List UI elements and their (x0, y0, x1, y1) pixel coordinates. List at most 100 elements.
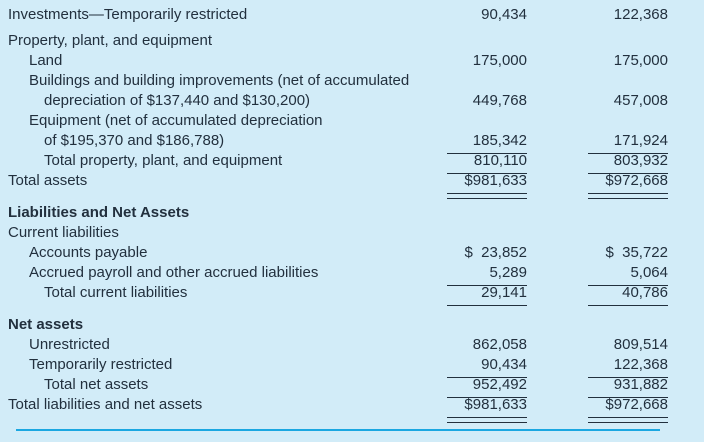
amount-value: $972,668 (588, 395, 668, 423)
row-label: Equipment (net of accumulated depreciati… (8, 111, 386, 151)
amount-col1: 185,342 (439, 131, 527, 154)
amount-col1: 175,000 (439, 51, 527, 71)
financial-statement: Investments—Temporarily restricted 90,434… (8, 5, 668, 431)
row-label-line: Accounts payable (29, 244, 148, 261)
table-row: Total net assets 952,492 931,882 (8, 375, 668, 398)
amount-value: 862,058 (472, 336, 527, 353)
amount-value: 803,932 (588, 151, 668, 174)
row-label-line: of $195,370 and $186,788) (44, 132, 225, 149)
amount-value: $972,668 (588, 171, 668, 199)
table-row: Total liabilities and net assets $981,633… (8, 395, 668, 423)
amount-col2: 931,882 (580, 375, 668, 398)
bottom-divider (16, 429, 660, 431)
amount-value: 5,064 (588, 263, 668, 286)
table-row: Net assets (8, 315, 668, 335)
row-label-line: Liabilities and Net Assets (8, 204, 190, 221)
amount-value: 457,008 (613, 92, 668, 109)
amount-value: 40,786 (588, 283, 668, 306)
row-label: Accounts payable (8, 243, 386, 263)
table-row: Total property, plant, and equipment 810,… (8, 151, 668, 174)
table-row: Accounts payable $ 23,852 $ 35,722 (8, 243, 668, 263)
row-label-line: Temporarily restricted (29, 356, 173, 373)
amount-col2: 171,924 (580, 131, 668, 154)
row-label: Temporarily restricted (8, 355, 386, 375)
row-label: Buildings and building improvements (net… (8, 71, 410, 111)
table-row: Land 175,000 175,000 (8, 51, 668, 71)
row-label: Liabilities and Net Assets (8, 203, 386, 223)
row-label-line: Total liabilities and net assets (8, 396, 203, 413)
amount-col1: 952,492 (439, 375, 527, 398)
amount-value: $981,633 (447, 395, 527, 423)
table-row: Total assets $981,633 $972,668 (8, 171, 668, 199)
amount-col2: 122,368 (580, 355, 668, 378)
amount-col1: $ 23,852 (439, 243, 527, 263)
row-label-line: Equipment (net of accumulated depreciati… (29, 112, 323, 129)
row-label: Property, plant, and equipment (8, 31, 386, 51)
amount-value: 90,434 (447, 355, 527, 378)
amount-col1: 862,058 (439, 335, 527, 355)
row-label: Investments—Temporarily restricted (8, 5, 386, 25)
amount-value: 449,768 (472, 92, 527, 109)
amount-value: 122,368 (588, 355, 668, 378)
row-label-line: Current liabilities (8, 224, 119, 241)
amount-col1: 90,434 (439, 355, 527, 378)
row-label-line: Buildings and building improvements (net… (29, 72, 410, 89)
amount-col2: 40,786 (580, 283, 668, 306)
row-label-line: Total property, plant, and equipment (44, 152, 283, 169)
row-label: Total current liabilities (8, 283, 386, 303)
table-row: Buildings and building improvements (net… (8, 71, 668, 111)
amount-value: 175,000 (613, 52, 668, 69)
amount-value: 29,141 (447, 283, 527, 306)
amount-col1: 5,289 (439, 263, 527, 286)
row-label: Total property, plant, and equipment (8, 151, 386, 171)
amount-col2: $ 35,722 (580, 243, 668, 263)
amount-value: 931,882 (588, 375, 668, 398)
table-row: Accrued payroll and other accrued liabil… (8, 263, 668, 286)
amount-value: 90,434 (481, 6, 527, 23)
amount-col2: $972,668 (580, 171, 668, 199)
amount-value: 175,000 (472, 52, 527, 69)
row-label: Total liabilities and net assets (8, 395, 386, 415)
row-label: Net assets (8, 315, 386, 335)
amount-col1: $981,633 (439, 395, 527, 423)
amount-value: $ 35,722 (605, 244, 668, 261)
amount-col2: 457,008 (580, 91, 668, 111)
amount-value: 952,492 (447, 375, 527, 398)
amount-value: 5,289 (447, 263, 527, 286)
amount-col2: $972,668 (580, 395, 668, 423)
amount-value: 810,110 (447, 151, 527, 174)
amount-col2: 5,064 (580, 263, 668, 286)
row-label-line: Unrestricted (29, 336, 110, 353)
amount-value: 171,924 (588, 131, 668, 154)
amount-col1: 29,141 (439, 283, 527, 306)
amount-value: $ 23,852 (464, 244, 527, 261)
amount-value: 809,514 (613, 336, 668, 353)
row-label-line: Property, plant, and equipment (8, 32, 213, 49)
amount-col2: 175,000 (580, 51, 668, 71)
row-label-line: Land (29, 52, 63, 69)
row-label-line: Total current liabilities (44, 284, 188, 301)
amount-col1: 810,110 (439, 151, 527, 174)
table-row: Unrestricted 862,058 809,514 (8, 335, 668, 355)
row-label-line: Accrued payroll and other accrued liabil… (29, 264, 319, 281)
row-label: Current liabilities (8, 223, 386, 243)
amount-col1: 449,768 (439, 91, 527, 111)
row-label-line: Investments—Temporarily restricted (8, 6, 248, 23)
amount-col1: 90,434 (439, 5, 527, 25)
row-label-line: Total net assets (44, 376, 149, 393)
amount-col2: 122,368 (580, 5, 668, 25)
table-row: Total current liabilities 29,141 40,786 (8, 283, 668, 306)
amount-col2: 803,932 (580, 151, 668, 174)
table-row: Liabilities and Net Assets (8, 203, 668, 223)
row-label-line: depreciation of $137,440 and $130,200) (44, 92, 311, 109)
amount-col2: 809,514 (580, 335, 668, 355)
row-label-line: Net assets (8, 316, 84, 333)
amount-col1: $981,633 (439, 171, 527, 199)
row-label: Total assets (8, 171, 386, 191)
statement-rows: Investments—Temporarily restricted 90,434… (8, 5, 668, 423)
table-row: Temporarily restricted 90,434 122,368 (8, 355, 668, 378)
row-label: Accrued payroll and other accrued liabil… (8, 263, 386, 283)
table-row: Investments—Temporarily restricted 90,434… (8, 5, 668, 25)
amount-value: 185,342 (447, 131, 527, 154)
table-row: Current liabilities (8, 223, 668, 243)
